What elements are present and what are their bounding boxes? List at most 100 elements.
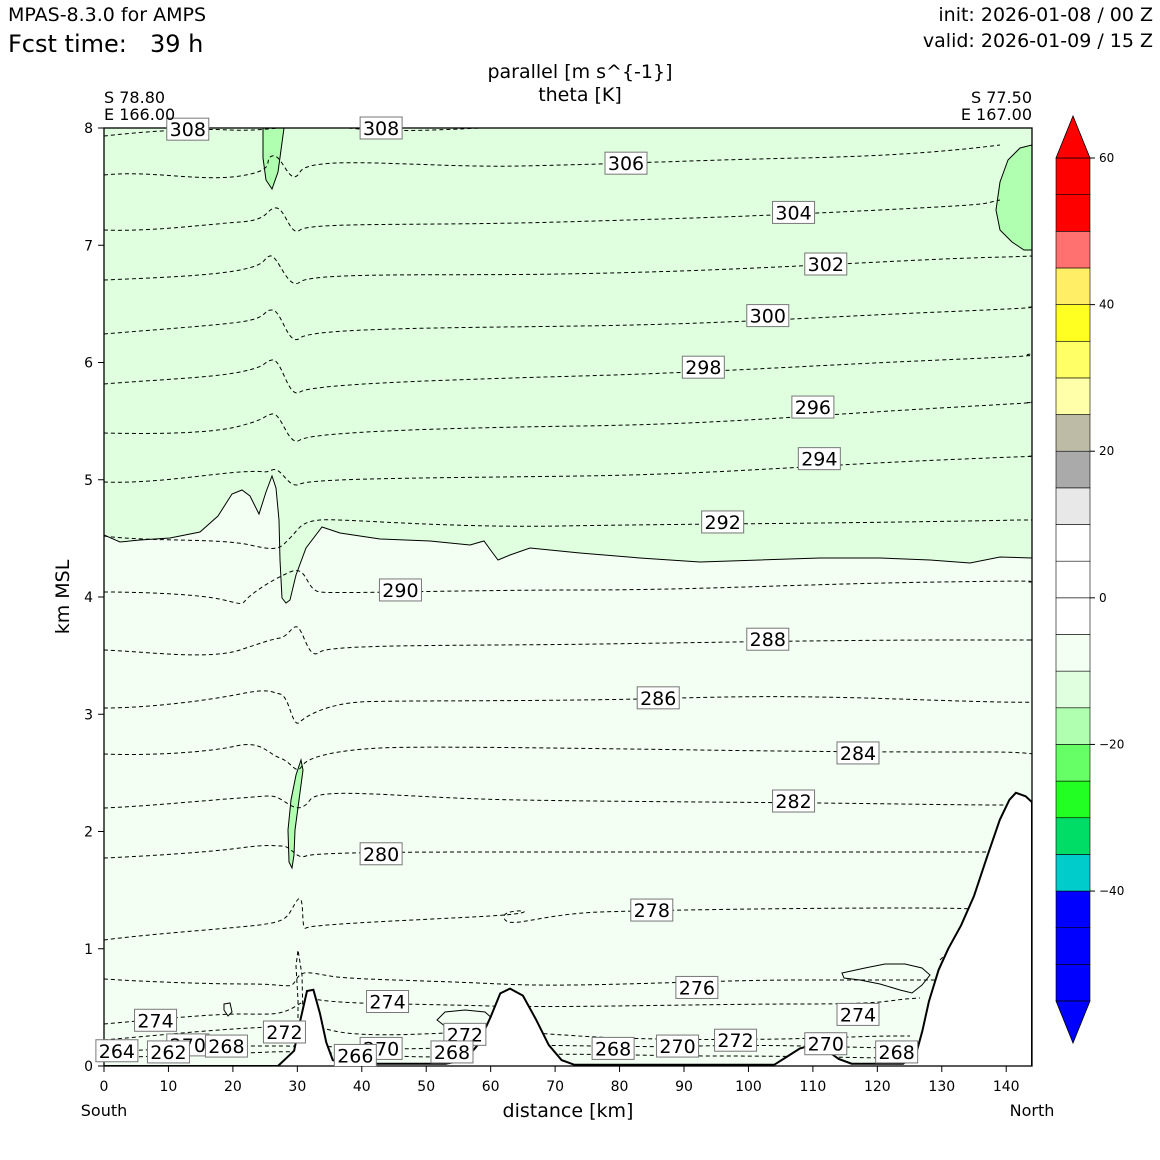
theta-line-276	[104, 972, 940, 987]
colorbar-bin	[1055, 890, 1091, 928]
x-tick-label: 0	[100, 1079, 109, 1095]
theta-label-box	[134, 1008, 178, 1032]
theta-line-286	[104, 690, 1032, 724]
theta-label-box	[836, 741, 880, 765]
theta-label-box	[604, 151, 648, 175]
theta-label: 262	[150, 1042, 186, 1064]
theta-label: 284	[840, 743, 876, 765]
theta-label: 292	[705, 512, 741, 534]
theta-line-280	[104, 845, 1032, 859]
wind-region-upper	[104, 128, 1032, 604]
theta-line-282	[104, 792, 1032, 809]
theta-label-box	[333, 1043, 377, 1067]
jet-patch-top	[262, 128, 285, 191]
jet-patch-low	[841, 963, 931, 994]
theta-line-288	[104, 626, 1032, 656]
theta-label: 272	[717, 1030, 753, 1052]
x-tick-label: 120	[864, 1079, 891, 1095]
x-tick-label: 130	[928, 1079, 955, 1095]
theta-label: 306	[608, 153, 644, 175]
y-tick-label: 3	[84, 707, 93, 723]
theta-label-box	[430, 1040, 474, 1064]
theta-label: 274	[369, 992, 405, 1014]
theta-label-box	[746, 627, 790, 651]
theta-label: 276	[679, 977, 715, 999]
theta-label: 274	[137, 1010, 173, 1032]
forecast-time-label: Fcst time:	[8, 30, 127, 58]
colorbar-bin	[1055, 560, 1091, 599]
theta-label-box	[262, 1020, 306, 1044]
theta-line-302	[104, 255, 1032, 285]
theta-line-304	[104, 199, 1001, 232]
wind-shading	[104, 128, 1032, 1066]
x-tick-label: 10	[160, 1079, 178, 1095]
theta-label-box	[366, 990, 410, 1014]
colorbar-bin	[1055, 670, 1091, 709]
theta-label-box	[714, 1028, 758, 1052]
theta-line-306	[104, 144, 1001, 179]
colorbar: 60 40 20 0 −20 −40	[1055, 114, 1124, 1045]
theta-label-box	[378, 578, 422, 602]
theta-label-box	[875, 1040, 919, 1064]
colorbar-bin	[1055, 634, 1091, 672]
theta-line-294	[104, 455, 1032, 486]
colorbar-tick-label: −20	[1099, 737, 1124, 751]
theta-label-box	[95, 1039, 139, 1063]
north-label: North	[1010, 1101, 1055, 1120]
theta-label-box	[836, 1002, 880, 1026]
theta-label-box	[681, 355, 725, 379]
colorbar-bin	[1055, 267, 1091, 305]
chart-title-line2: theta [K]	[538, 84, 622, 106]
theta-label: 308	[170, 119, 206, 141]
y-tick-label: 2	[84, 825, 93, 841]
y-axis-label: km MSL	[52, 559, 74, 634]
theta-label-box	[630, 898, 674, 922]
theta-label: 286	[640, 688, 676, 710]
y-tick-label: 7	[84, 238, 93, 254]
theta-label-box	[359, 842, 403, 866]
colorbar-tick-label: 0	[1099, 591, 1107, 605]
x-tick-label: 100	[735, 1079, 762, 1095]
right-endpoint-lat: S 77.50	[971, 88, 1032, 107]
theta-label-box	[204, 1034, 248, 1058]
chart-title-line1: parallel [m s^{-1}]	[487, 61, 672, 83]
forecast-time-value: 39 h	[150, 30, 204, 58]
colorbar-bin	[1055, 524, 1091, 562]
x-tick-label: 110	[800, 1079, 827, 1095]
theta-line-284	[104, 744, 1032, 771]
colorbar-bin	[1055, 817, 1091, 855]
theta-line-298	[104, 353, 1032, 394]
theta-label: 282	[775, 791, 811, 813]
theta-label: 288	[750, 629, 786, 651]
theta-line-278	[104, 898, 991, 941]
colorbar-extend-top	[1055, 114, 1091, 159]
theta-label: 300	[750, 306, 786, 328]
colorbar-bin	[1055, 744, 1091, 782]
theta-label: 298	[685, 357, 721, 379]
theta-label-box	[675, 975, 719, 999]
colorbar-tick-label: −40	[1099, 884, 1124, 898]
y-tick-label: 1	[84, 942, 93, 958]
colorbar-bin	[1055, 414, 1091, 452]
theta-label: 294	[801, 449, 837, 471]
theta-line-300	[104, 306, 1032, 341]
theta-label-box	[636, 686, 680, 710]
theta-label-box	[804, 1032, 848, 1056]
colorbar-bin	[1055, 964, 1091, 1002]
y-tick-label: 4	[84, 590, 93, 606]
theta-label: 270	[659, 1036, 695, 1058]
colorbar-bin	[1055, 854, 1091, 892]
x-tick-label: 60	[482, 1079, 500, 1095]
y-tick-label: 8	[84, 121, 93, 137]
theta-label-box	[656, 1034, 700, 1058]
theta-line-296	[104, 401, 1032, 442]
colorbar-bin	[1055, 707, 1091, 745]
x-tick-label: 70	[546, 1079, 564, 1095]
colorbar-tick-label: 60	[1099, 151, 1114, 165]
theta-label: 268	[879, 1042, 915, 1064]
theta-label: 280	[363, 844, 399, 866]
colorbar-bin	[1055, 157, 1091, 195]
south-label: South	[81, 1101, 128, 1120]
theta-label-box	[146, 1040, 190, 1064]
